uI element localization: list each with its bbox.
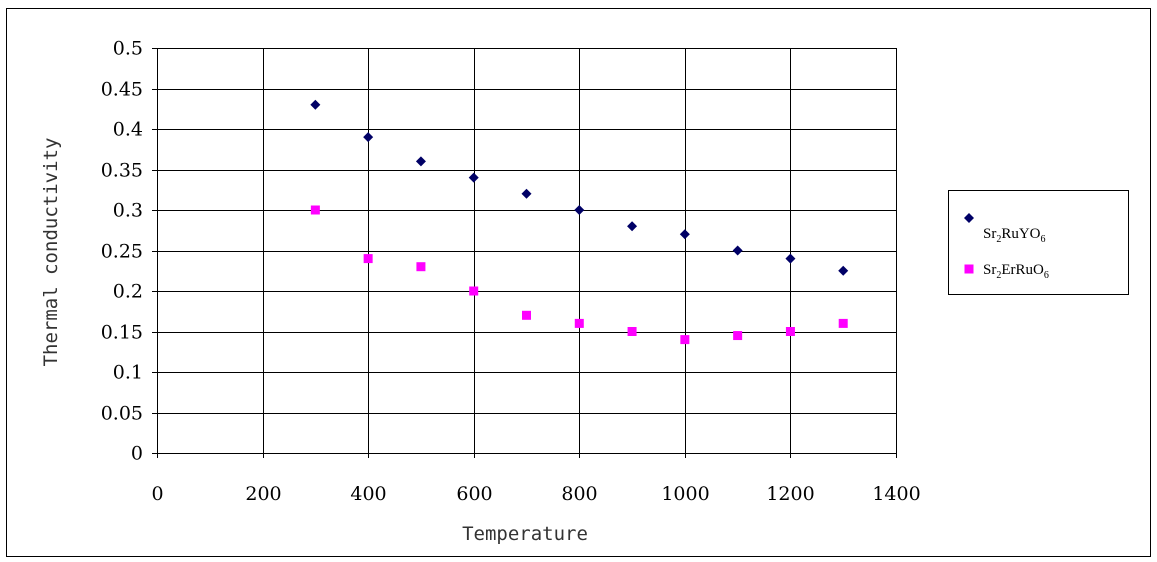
sr2ruyo6-point bbox=[363, 132, 374, 143]
sr2erruo6-point bbox=[522, 310, 531, 320]
sr2erruo6-point bbox=[627, 327, 637, 336]
x-tick-label: 1400 bbox=[872, 483, 920, 505]
axes bbox=[152, 48, 897, 458]
x-tick-labels: 0 200 400 600 800 1000 1200 1400 bbox=[151, 483, 920, 505]
sr2ruyo6-point bbox=[679, 229, 690, 240]
sr2ruyo6-point bbox=[627, 221, 638, 232]
y-tick-label: 0 bbox=[131, 443, 143, 465]
sr2ruyo6-point bbox=[838, 265, 849, 276]
y-tick-label: 0.25 bbox=[101, 241, 143, 263]
x-tick-label: 200 bbox=[245, 483, 281, 505]
y-tick-labels: 0 0.05 0.1 0.15 0.2 0.25 0.3 0.35 0.4 0.45 0.5 bbox=[101, 38, 143, 465]
sr2erruo6-point bbox=[416, 262, 426, 272]
sr2ruyo6-point bbox=[415, 156, 426, 167]
legend-label-sr2erruo6: Sr2ErRuO6 bbox=[983, 262, 1049, 281]
sr2erruo6-point bbox=[838, 318, 848, 328]
y-tick-label: 0.35 bbox=[101, 160, 143, 182]
y-tick-label: 0.15 bbox=[101, 322, 143, 344]
y-tick-label: 0.4 bbox=[113, 119, 143, 141]
x-tick-label: 600 bbox=[456, 483, 492, 505]
sr2ruyo6-point bbox=[468, 172, 479, 183]
legend-label-sr2ruyo6: Sr2RuYO6 bbox=[983, 226, 1046, 245]
y-tick-label: 0.45 bbox=[101, 79, 143, 101]
sr2erruo6-point bbox=[310, 205, 320, 215]
sr2ruyo6-point bbox=[521, 188, 532, 199]
x-axis-title: Temperature bbox=[462, 523, 588, 545]
legend-marker-sr2ruyo6 bbox=[964, 213, 974, 223]
sr2ruyo6-point bbox=[785, 253, 796, 264]
y-axis-title: Thermal conductivity bbox=[40, 138, 62, 367]
sr2erruo6-point bbox=[680, 335, 690, 345]
sr2erruo6-point bbox=[574, 318, 584, 328]
y-tick-label: 0.3 bbox=[113, 200, 143, 222]
x-tick-label: 1200 bbox=[766, 483, 814, 505]
legend-diamond-icon bbox=[964, 213, 974, 223]
x-tick-label: 800 bbox=[561, 483, 597, 505]
y-tick-label: 0.2 bbox=[113, 281, 143, 303]
legend-square-icon bbox=[964, 264, 974, 274]
y-tick-label: 0.05 bbox=[101, 403, 143, 425]
y-tick-label: 0.1 bbox=[113, 362, 143, 384]
grid-lines bbox=[157, 48, 897, 453]
x-tick-label: 0 bbox=[151, 483, 163, 505]
sr2ruyo6-point bbox=[574, 205, 585, 215]
sr2erruo6-point bbox=[785, 327, 795, 336]
sr2erruo6-point bbox=[469, 286, 479, 296]
sr2ruyo6-point bbox=[310, 99, 321, 110]
x-tick-label: 400 bbox=[350, 483, 386, 505]
data-points bbox=[310, 99, 849, 345]
legend-marker-sr2errruo6 bbox=[964, 264, 974, 274]
legend-box bbox=[948, 190, 1129, 295]
legend: Sr2RuYO6 Sr2ErRuO6 bbox=[948, 190, 1129, 295]
y-tick-label: 0.5 bbox=[113, 38, 143, 60]
sr2erruo6-point bbox=[363, 254, 373, 264]
sr2erruo6-point bbox=[733, 331, 743, 341]
sr2ruyo6-point bbox=[732, 245, 743, 256]
x-tick-label: 1000 bbox=[661, 483, 709, 505]
